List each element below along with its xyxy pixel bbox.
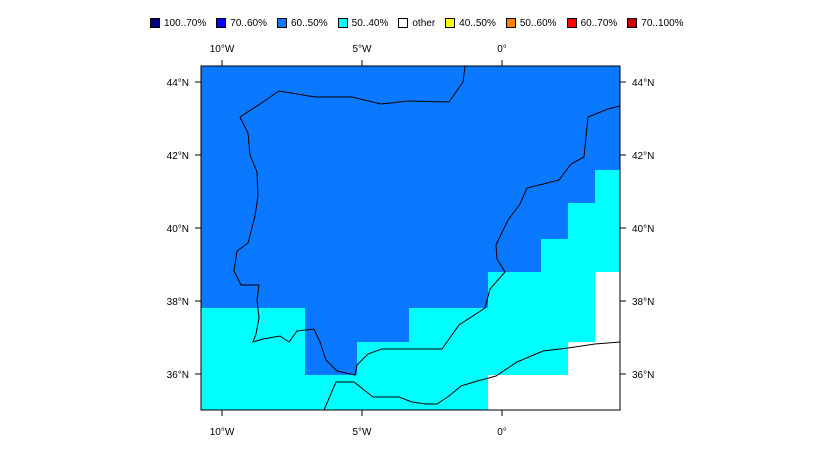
legend-label: 50..40% (351, 17, 389, 29)
legend-item: 60..50% (276, 17, 328, 29)
legend-label: other (412, 17, 436, 29)
legend-item: 60..70% (566, 17, 618, 29)
legend-swatch (566, 18, 577, 28)
map-legend: 100..70% 70..60% 60..50% 50..40% other 40..50… (150, 16, 694, 30)
legend-item: 70..60% (216, 18, 267, 29)
tick-label: 40°N (632, 224, 654, 235)
legend-swatch (337, 18, 348, 28)
legend-label: 60..70% (580, 17, 618, 29)
tick-label: 0° (497, 427, 507, 438)
legend-label: 60..50% (290, 17, 328, 29)
cell-southeast-other (488, 272, 620, 410)
cell-south-zone (201, 170, 620, 410)
legend-item: 100..70% (150, 18, 206, 29)
tick-label: 42°N (632, 151, 654, 162)
legend-label: 70..100% (641, 17, 684, 29)
coastline (233, 65, 621, 411)
legend-swatch (276, 18, 287, 28)
tick-label: 36°N (167, 370, 189, 381)
tick-label: 44°N (167, 78, 189, 89)
tick-label: 10°W (210, 44, 235, 55)
legend-item: 40..50% (445, 18, 496, 29)
legend-item: 50..40% (337, 17, 389, 29)
tick-label: 5°W (353, 427, 373, 438)
map-ticks: 10°W 10°W 5°W 5°W 0° 0° 44°N 44°N 42°N 42°N 40°N 40… (167, 44, 655, 438)
tick-label: 40°N (167, 224, 189, 235)
legend-item: 50..60% (505, 17, 557, 29)
tick-label: 10°W (210, 427, 235, 438)
legend-label: 100..70% (164, 17, 207, 29)
legend-label: 70..60% (230, 17, 267, 29)
legend-swatch (505, 18, 516, 28)
legend-swatch (398, 18, 409, 28)
tick-label: 36°N (632, 370, 654, 381)
tick-label: 38°N (632, 297, 654, 308)
tick-label: 5°W (353, 44, 373, 55)
legend-item: other (398, 18, 435, 29)
coastline-peninsula (233, 65, 621, 376)
tick-label: 44°N (632, 78, 654, 89)
legend-item: 70..100% (627, 17, 684, 29)
tick-label: 0° (497, 44, 507, 55)
legend-swatch (627, 18, 638, 28)
legend-swatch (445, 18, 456, 28)
legend-label: 40..50% (459, 17, 496, 29)
map-frame (200, 65, 621, 411)
legend-swatch (216, 18, 227, 28)
map-cells (201, 66, 620, 410)
legend-label: 50..60% (519, 17, 557, 29)
coastline-africa (323, 341, 621, 411)
legend-swatch (150, 18, 160, 28)
tick-label: 42°N (167, 151, 189, 162)
tick-label: 38°N (167, 297, 189, 308)
